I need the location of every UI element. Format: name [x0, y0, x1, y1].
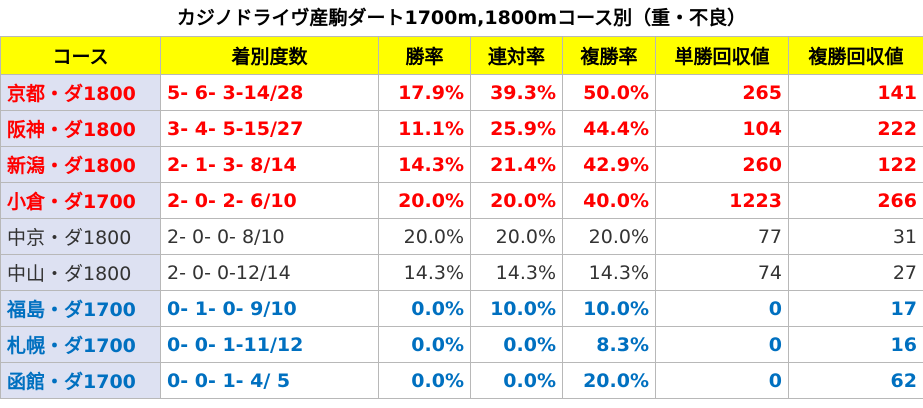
- table-cell: 3- 4- 5-15/27: [160, 110, 379, 147]
- header-cell: 勝率: [378, 36, 471, 75]
- table-cell: 阪神・ダ1800: [0, 110, 161, 147]
- header-cell: コース: [0, 36, 161, 75]
- table-cell: 新潟・ダ1800: [0, 146, 161, 183]
- table-cell: 14.3%: [562, 254, 656, 291]
- header-row: コース 着別度数 勝率 連対率 複勝率 単勝回収値 複勝回収値: [0, 36, 923, 75]
- table-cell: 20.0%: [470, 182, 563, 219]
- header-cell: 複勝回収値: [788, 36, 923, 75]
- table-cell: 京都・ダ1800: [0, 74, 161, 111]
- table-cell: 10.0%: [562, 290, 656, 327]
- table-cell: 31: [788, 218, 923, 255]
- table-cell: 0- 0- 1-11/12: [160, 326, 379, 363]
- table-cell: 266: [788, 182, 923, 219]
- table-cell: 222: [788, 110, 923, 147]
- table-cell: 104: [655, 110, 789, 147]
- table-cell: 0.0%: [470, 362, 563, 399]
- table-cell: 122: [788, 146, 923, 183]
- table-cell: 21.4%: [470, 146, 563, 183]
- table-cell: 2- 0- 0-12/14: [160, 254, 379, 291]
- header-cell: 単勝回収値: [655, 36, 789, 75]
- table-cell: 0.0%: [470, 326, 563, 363]
- table-cell: 8.3%: [562, 326, 656, 363]
- table-cell: 0.0%: [378, 290, 471, 327]
- table-cell: 2- 0- 0- 8/10: [160, 218, 379, 255]
- table-cell: 50.0%: [562, 74, 656, 111]
- table-cell: 11.1%: [378, 110, 471, 147]
- title: カジノドライヴ産駒ダート1700m,1800mコース別（重・不良）: [176, 7, 747, 29]
- table-cell: 0- 1- 0- 9/10: [160, 290, 379, 327]
- header-cell: 連対率: [470, 36, 563, 75]
- table-row: 小倉・ダ1700 2- 0- 2- 6/10 20.0% 20.0% 40.0% 1223…: [0, 182, 923, 219]
- table-cell: 74: [655, 254, 789, 291]
- table-cell: 0.0%: [378, 326, 471, 363]
- table-row: 阪神・ダ1800 3- 4- 5-15/27 11.1% 25.9% 44.4% 104 2…: [0, 110, 923, 147]
- table-cell: 20.0%: [562, 218, 656, 255]
- table-cell: 函館・ダ1700: [0, 362, 161, 399]
- table-cell: 44.4%: [562, 110, 656, 147]
- table-cell: 40.0%: [562, 182, 656, 219]
- table-cell: 42.9%: [562, 146, 656, 183]
- table-row: 京都・ダ1800 5- 6- 3-14/28 17.9% 39.3% 50.0% 265 1…: [0, 74, 923, 111]
- table-cell: 0: [655, 326, 789, 363]
- table-cell: 14.3%: [378, 254, 471, 291]
- header-cell: 複勝率: [562, 36, 656, 75]
- table-cell: 39.3%: [470, 74, 563, 111]
- table-cell: 25.9%: [470, 110, 563, 147]
- table-cell: 0.0%: [378, 362, 471, 399]
- table-cell: 16: [788, 326, 923, 363]
- header-cell: 着別度数: [160, 36, 379, 75]
- table-cell: 17: [788, 290, 923, 327]
- table-cell: 札幌・ダ1700: [0, 326, 161, 363]
- table-cell: 20.0%: [562, 362, 656, 399]
- table-cell: 27: [788, 254, 923, 291]
- table-cell: 20.0%: [378, 218, 471, 255]
- table-cell: 17.9%: [378, 74, 471, 111]
- table-cell: 10.0%: [470, 290, 563, 327]
- table-cell: 265: [655, 74, 789, 111]
- table-cell: 62: [788, 362, 923, 399]
- table-row: 新潟・ダ1800 2- 1- 3- 8/14 14.3% 21.4% 42.9% 260 1…: [0, 146, 923, 183]
- table-cell: 中山・ダ1800: [0, 254, 161, 291]
- table-body: 京都・ダ1800 5- 6- 3-14/28 17.9% 39.3% 50.0% 265 1…: [0, 74, 923, 399]
- table-cell: 福島・ダ1700: [0, 290, 161, 327]
- table-row: 札幌・ダ1700 0- 0- 1-11/12 0.0% 0.0% 8.3% 0 16: [0, 326, 923, 363]
- table-cell: 14.3%: [378, 146, 471, 183]
- table-cell: 2- 1- 3- 8/14: [160, 146, 379, 183]
- table-cell: 2- 0- 2- 6/10: [160, 182, 379, 219]
- table-cell: 0: [655, 290, 789, 327]
- table-cell: 0: [655, 362, 789, 399]
- table-cell: 1223: [655, 182, 789, 219]
- table-cell: 77: [655, 218, 789, 255]
- table-row: 中山・ダ1800 2- 0- 0-12/14 14.3% 14.3% 14.3% 74 27: [0, 254, 923, 291]
- table-cell: 小倉・ダ1700: [0, 182, 161, 219]
- table-cell: 5- 6- 3-14/28: [160, 74, 379, 111]
- table-cell: 20.0%: [470, 218, 563, 255]
- table-cell: 141: [788, 74, 923, 111]
- table-cell: 260: [655, 146, 789, 183]
- table-row: 中京・ダ1800 2- 0- 0- 8/10 20.0% 20.0% 20.0% 77 31: [0, 218, 923, 255]
- table-cell: 中京・ダ1800: [0, 218, 161, 255]
- table-cell: 0- 0- 1- 4/ 5: [160, 362, 379, 399]
- table-row: 函館・ダ1700 0- 0- 1- 4/ 5 0.0% 0.0% 20.0% 0 62: [0, 362, 923, 399]
- table-cell: 14.3%: [470, 254, 563, 291]
- stats-table: コース 着別度数 勝率 連対率 複勝率 単勝回収値 複勝回収値 京都・ダ1800 5- 6- …: [0, 36, 923, 399]
- table-row: 福島・ダ1700 0- 1- 0- 9/10 0.0% 10.0% 10.0% 0 17: [0, 290, 923, 327]
- table-cell: 20.0%: [378, 182, 471, 219]
